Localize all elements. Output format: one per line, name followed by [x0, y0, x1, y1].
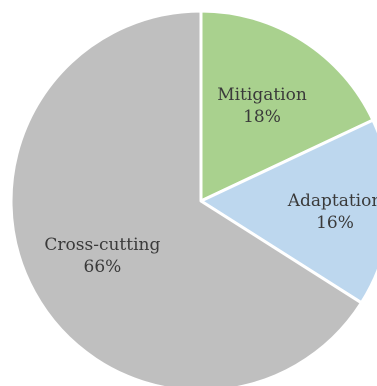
- pie-label-cross-cutting: Cross-cutting: [44, 235, 160, 255]
- pie-slice-cross-cutting: [9, 9, 363, 386]
- pie-value-label-adaptation: 16%: [316, 213, 354, 233]
- pie-label-adaptation: Adaptation: [287, 191, 377, 211]
- pie-slice-mitigation: [199, 9, 375, 203]
- pie-slice-adaptation: [199, 118, 377, 305]
- pie-slices: [9, 9, 377, 386]
- pie-value-label-cross-cutting: 66%: [84, 257, 122, 277]
- pie-value-label-mitigation: 18%: [243, 107, 281, 127]
- pie-label-mitigation: Mitigation: [217, 85, 307, 105]
